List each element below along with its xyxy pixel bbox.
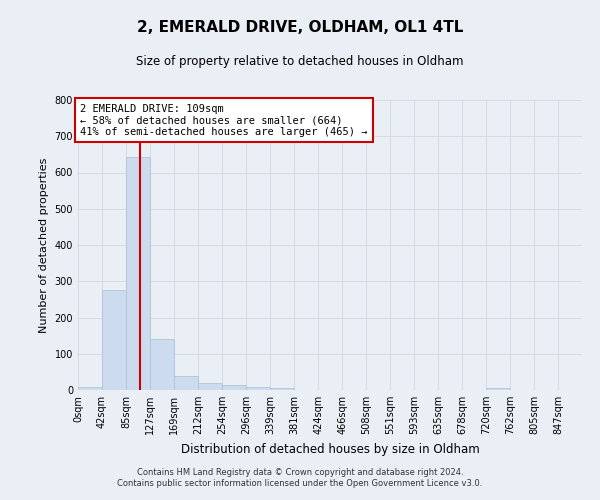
Bar: [102, 290, 125, 390]
Bar: [486, 388, 510, 390]
Bar: [150, 339, 174, 390]
Text: 2 EMERALD DRIVE: 109sqm
← 58% of detached houses are smaller (664)
41% of semi-d: 2 EMERALD DRIVE: 109sqm ← 58% of detache…: [80, 104, 368, 137]
Bar: [198, 383, 222, 390]
Bar: [246, 387, 269, 390]
X-axis label: Distribution of detached houses by size in Oldham: Distribution of detached houses by size …: [181, 442, 479, 456]
Bar: [126, 157, 150, 390]
Bar: [78, 387, 102, 390]
Text: 2, EMERALD DRIVE, OLDHAM, OL1 4TL: 2, EMERALD DRIVE, OLDHAM, OL1 4TL: [137, 20, 463, 35]
Bar: [174, 376, 197, 390]
Text: Size of property relative to detached houses in Oldham: Size of property relative to detached ho…: [136, 55, 464, 68]
Text: Contains HM Land Registry data © Crown copyright and database right 2024.
Contai: Contains HM Land Registry data © Crown c…: [118, 468, 482, 487]
Bar: [270, 388, 294, 390]
Bar: [222, 386, 246, 390]
Y-axis label: Number of detached properties: Number of detached properties: [39, 158, 49, 332]
